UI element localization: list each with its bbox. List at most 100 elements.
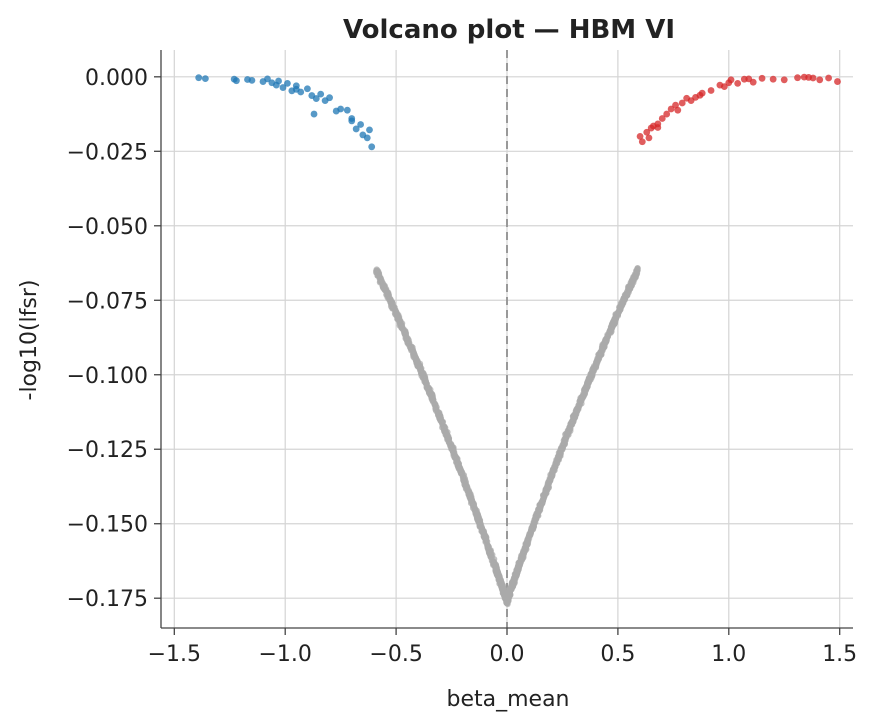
ns-point	[492, 562, 500, 569]
x-tick-label: 1.0	[711, 642, 746, 667]
non-significant-points	[373, 265, 641, 608]
y-tick-label: −0.100	[67, 364, 148, 389]
ns-point	[521, 547, 528, 554]
y-tick-label: −0.075	[67, 289, 148, 314]
up-point	[834, 78, 841, 85]
down-point	[279, 84, 287, 91]
ns-point	[431, 400, 438, 407]
up-point	[769, 75, 777, 83]
ns-point	[502, 594, 509, 601]
ns-point	[445, 439, 452, 446]
down-point	[303, 85, 311, 93]
ns-point	[404, 337, 411, 344]
up-point	[638, 138, 646, 146]
down-point	[310, 110, 318, 118]
x-tick-label: 0.0	[490, 642, 525, 667]
ns-point	[503, 599, 510, 606]
y-tick-label: −0.025	[67, 140, 148, 165]
x-tick-label: −1.5	[148, 642, 201, 667]
up-point	[674, 106, 682, 114]
ns-point	[629, 276, 636, 283]
ns-point	[540, 495, 547, 502]
ns-point	[526, 531, 534, 538]
ns-point	[463, 483, 470, 490]
up-point	[707, 87, 715, 94]
ns-point	[583, 382, 590, 389]
ns-point	[507, 591, 514, 598]
up-point	[780, 76, 788, 84]
x-tick-label: 1.5	[822, 642, 857, 667]
ns-point	[452, 454, 459, 461]
ns-point	[393, 311, 400, 318]
ns-point	[578, 393, 586, 400]
ns-point	[461, 475, 469, 482]
ns-point	[617, 305, 624, 312]
ns-point	[545, 477, 553, 485]
ns-point	[412, 357, 420, 364]
up-point	[643, 128, 651, 136]
ns-point	[627, 283, 634, 290]
up-point	[663, 110, 671, 118]
ns-point	[612, 311, 619, 318]
up-point	[720, 83, 728, 91]
ns-point	[410, 351, 417, 358]
ns-point	[383, 289, 390, 296]
ns-point	[513, 571, 520, 578]
ns-point	[379, 280, 387, 287]
ns-point	[475, 513, 482, 520]
ns-point	[566, 424, 573, 431]
ns-point	[514, 565, 522, 572]
up-point	[667, 105, 675, 113]
x-tick-label: 0.5	[600, 642, 635, 667]
up-point	[678, 99, 686, 107]
x-axis-label: beta_mean	[447, 687, 570, 712]
ns-point	[489, 551, 496, 558]
chart-title: Volcano plot — HBM VI	[343, 15, 675, 45]
up-point	[825, 74, 833, 82]
ns-point	[535, 506, 542, 513]
ns-point	[557, 446, 565, 454]
ns-point	[520, 554, 527, 561]
ns-point	[550, 467, 557, 475]
up-point	[809, 74, 817, 82]
down-point	[352, 125, 360, 133]
ns-point	[529, 523, 536, 531]
ns-point	[402, 332, 409, 339]
ns-point	[599, 347, 606, 354]
up-point	[794, 74, 801, 82]
ns-point	[389, 302, 396, 309]
up-point	[645, 134, 653, 142]
ns-point	[569, 418, 576, 426]
ns-point	[570, 412, 578, 419]
down-point	[275, 77, 282, 85]
ns-point	[436, 413, 443, 420]
x-tick-label: −1.0	[258, 642, 311, 667]
ns-point	[468, 496, 475, 503]
up-point	[658, 115, 666, 122]
up-point	[725, 79, 733, 87]
ns-point	[425, 386, 432, 393]
y-tick-label: −0.150	[67, 513, 148, 538]
ns-point	[500, 585, 507, 592]
y-axis-label: -log10(lfsr)	[17, 280, 42, 401]
ns-point	[523, 540, 530, 547]
down-point	[292, 85, 300, 93]
ns-point	[374, 268, 381, 276]
up-point	[636, 133, 644, 140]
y-tick-label: −0.175	[67, 587, 148, 612]
ns-point	[399, 320, 406, 327]
ns-point	[545, 483, 552, 490]
down-point	[233, 77, 240, 85]
significant-points	[195, 73, 841, 151]
ns-point	[386, 294, 393, 301]
ns-point	[428, 394, 435, 401]
ns-point	[509, 583, 516, 590]
ns-point	[483, 537, 490, 545]
x-axis-ticks: −1.5 −1.0 −0.5 0.0 0.5 1.0 1.5	[148, 628, 857, 667]
down-point	[244, 76, 251, 83]
down-point	[195, 74, 203, 82]
y-tick-label: 0.000	[85, 66, 148, 91]
ns-point	[476, 519, 483, 526]
up-point	[816, 76, 824, 84]
ns-point	[438, 419, 445, 426]
